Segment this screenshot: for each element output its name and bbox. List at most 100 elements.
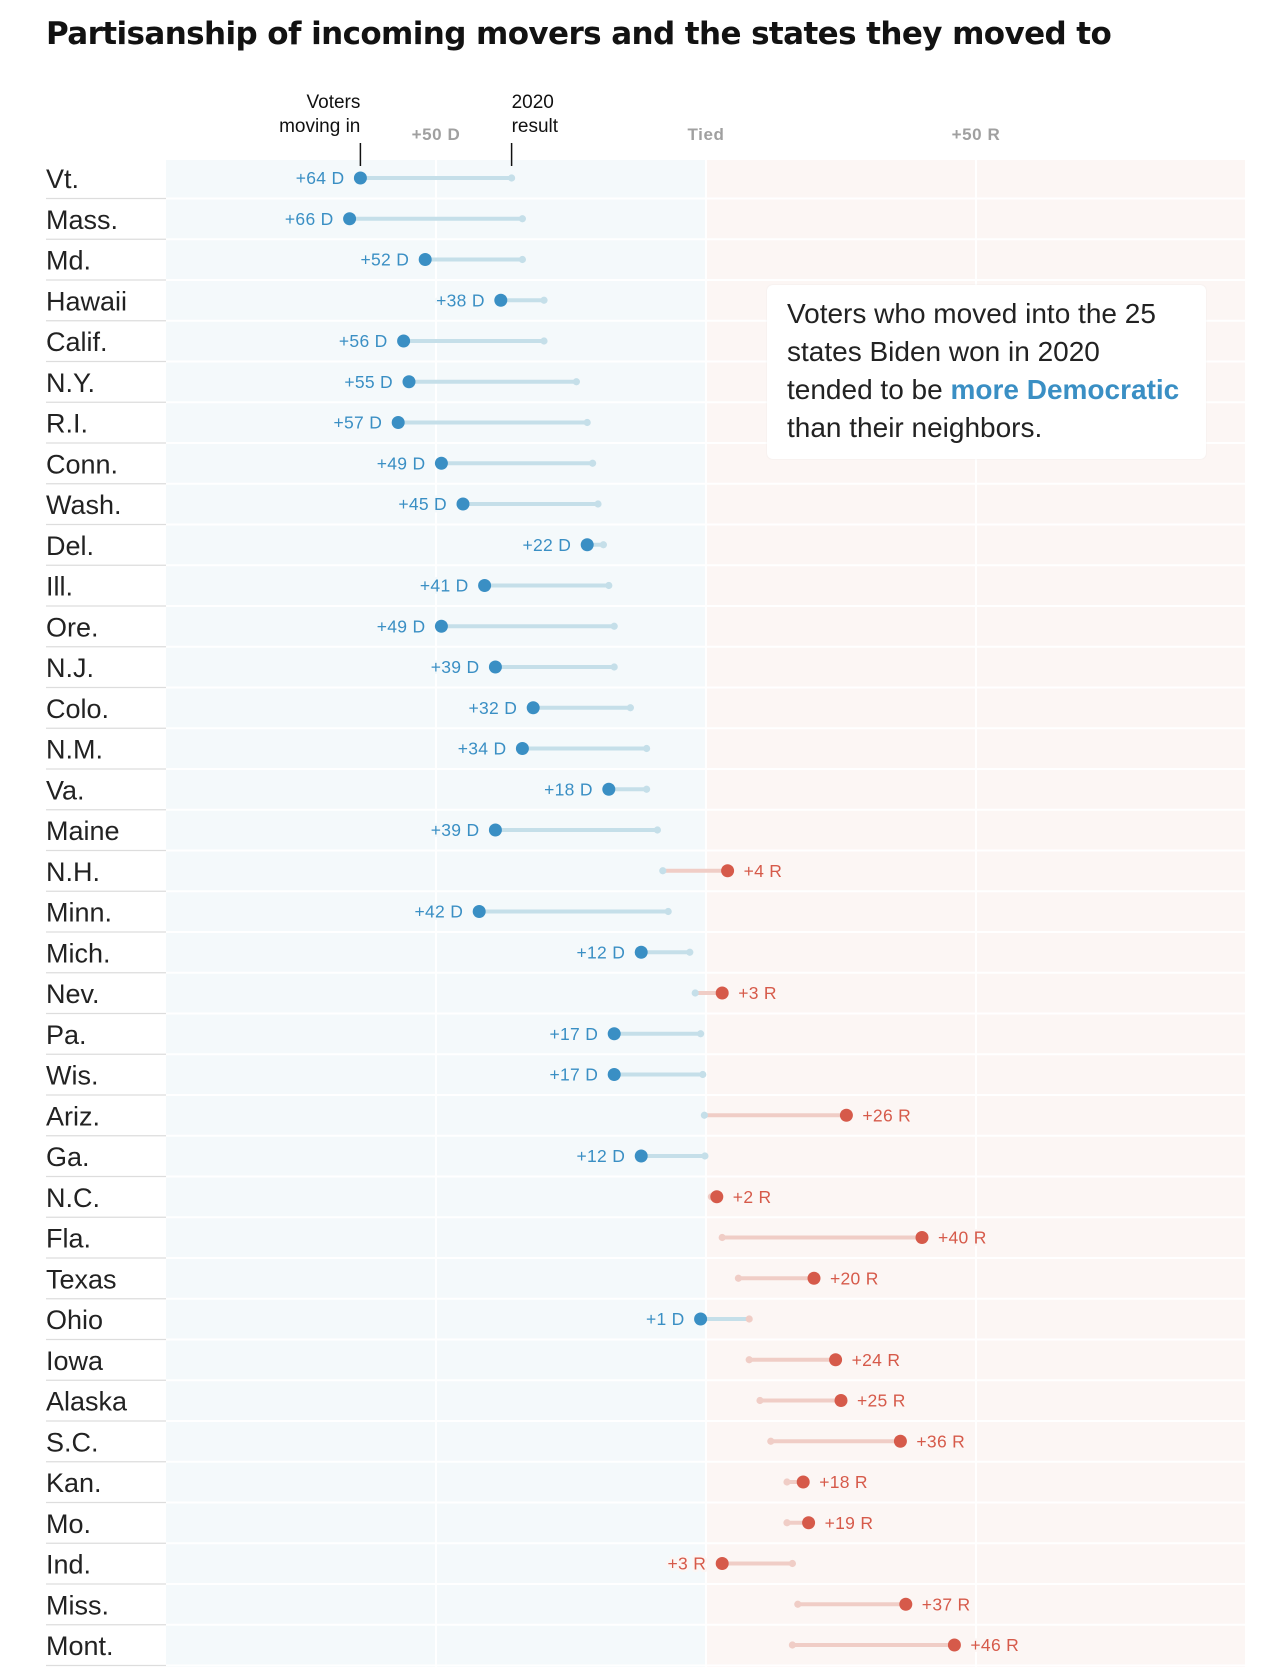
movers-dot xyxy=(391,416,405,429)
movers-dot xyxy=(807,1271,821,1285)
state-label: Ill. xyxy=(46,572,73,602)
result-2020-dot xyxy=(594,500,602,508)
state-label: Va. xyxy=(46,775,85,805)
movers-dot xyxy=(915,1231,929,1244)
value-label: +49 D xyxy=(377,453,426,473)
value-label: +40 R xyxy=(938,1228,987,1248)
value-label: +66 D xyxy=(285,209,334,229)
value-label: +55 D xyxy=(344,372,393,392)
movers-dot xyxy=(478,579,492,592)
x-tick-label: +50 R xyxy=(952,125,1001,144)
movers-dot xyxy=(715,986,729,1000)
result-2020-dot xyxy=(589,459,597,467)
value-label: +34 D xyxy=(458,739,507,759)
result-2020-dot xyxy=(745,1356,753,1364)
result-2020-dot xyxy=(756,1396,764,1405)
state-label: N.C. xyxy=(46,1183,100,1213)
result-2020-dot xyxy=(745,1315,753,1323)
state-label: Ind. xyxy=(46,1550,91,1580)
value-label: +1 D xyxy=(646,1309,685,1329)
state-label: Colo. xyxy=(46,694,109,724)
state-label: Wash. xyxy=(46,490,122,520)
state-label: Ga. xyxy=(46,1142,90,1172)
movers-dot xyxy=(802,1516,816,1530)
annotation-text-before: Voters who moved into the 25 states Bide… xyxy=(787,298,1156,405)
state-label: N.Y. xyxy=(46,368,95,398)
result-2020-dot xyxy=(794,1600,802,1608)
value-label: +39 D xyxy=(431,820,480,840)
result-2020-dot xyxy=(788,1559,797,1568)
legend-movers-label: Voters xyxy=(307,92,361,113)
legend-movers-label: moving in xyxy=(279,116,360,137)
result-2020-dot xyxy=(572,378,581,386)
movers-dot xyxy=(472,905,486,918)
result-2020-dot xyxy=(788,1641,797,1649)
value-label: +32 D xyxy=(469,698,518,718)
movers-dot xyxy=(402,375,416,389)
movers-dot xyxy=(721,864,735,878)
value-label: +39 D xyxy=(431,657,480,677)
value-label: +12 D xyxy=(577,1146,626,1166)
value-label: +4 R xyxy=(744,861,783,881)
state-label: Alaska xyxy=(46,1387,128,1417)
x-tick-label: +50 D xyxy=(412,125,461,144)
result-2020-dot xyxy=(540,296,548,304)
result-2020-dot xyxy=(518,255,527,264)
value-label: +38 D xyxy=(436,290,485,310)
movers-dot xyxy=(694,1312,708,1326)
state-label: Calif. xyxy=(46,327,108,357)
state-label: N.M. xyxy=(46,735,103,765)
movers-dot xyxy=(634,1149,648,1163)
result-2020-dot xyxy=(734,1274,743,1282)
movers-dot xyxy=(602,782,616,796)
value-label: +22 D xyxy=(523,535,572,555)
movers-dot xyxy=(434,619,448,633)
result-2020-dot xyxy=(767,1437,775,1445)
state-label: Wis. xyxy=(46,1061,98,1091)
state-label: Fla. xyxy=(46,1224,91,1254)
state-label: Del. xyxy=(46,531,94,561)
value-label: +17 D xyxy=(550,1065,599,1085)
state-label: N.H. xyxy=(46,857,100,887)
value-label: +41 D xyxy=(420,576,469,596)
state-label: Miss. xyxy=(46,1590,109,1620)
movers-dot xyxy=(899,1597,913,1611)
movers-dot xyxy=(947,1638,961,1652)
value-label: +45 D xyxy=(398,494,447,514)
movers-dot xyxy=(343,212,357,226)
movers-dot xyxy=(515,742,529,755)
state-label: N.J. xyxy=(46,653,94,683)
annotation-text-after: than their neighbors. xyxy=(787,412,1043,443)
value-label: +52 D xyxy=(361,250,410,270)
result-2020-dot xyxy=(610,622,618,630)
result-2020-dot xyxy=(783,1478,791,1486)
movers-dot xyxy=(526,701,540,715)
state-label: Texas xyxy=(46,1264,117,1294)
state-label: Ariz. xyxy=(46,1101,100,1131)
value-label: +57 D xyxy=(334,413,383,433)
result-2020-dot xyxy=(610,663,618,671)
movers-dot xyxy=(839,1108,853,1122)
state-label: Pa. xyxy=(46,1020,87,1050)
value-label: +56 D xyxy=(339,331,388,351)
state-label: Mass. xyxy=(46,205,118,235)
x-tick-label: Tied xyxy=(687,125,724,144)
value-label: +49 D xyxy=(377,616,426,636)
result-2020-dot xyxy=(686,948,694,956)
movers-dot xyxy=(580,538,594,552)
result-2020-dot xyxy=(664,907,672,916)
movers-dot xyxy=(607,1068,621,1081)
state-label: Mo. xyxy=(46,1509,91,1539)
state-label: Ohio xyxy=(46,1305,103,1335)
result-2020-dot xyxy=(691,989,699,997)
state-label: Vt. xyxy=(46,164,79,194)
result-2020-dot xyxy=(700,1111,708,1119)
annotation-box: Voters who moved into the 25 states Bide… xyxy=(767,285,1206,459)
state-label: Nev. xyxy=(46,979,100,1009)
movers-dot xyxy=(418,253,432,266)
result-2020-dot xyxy=(653,826,662,834)
state-label: Ore. xyxy=(46,612,99,642)
result-2020-dot xyxy=(643,785,651,793)
value-label: +24 R xyxy=(852,1350,901,1370)
state-label: Maine xyxy=(46,816,120,846)
